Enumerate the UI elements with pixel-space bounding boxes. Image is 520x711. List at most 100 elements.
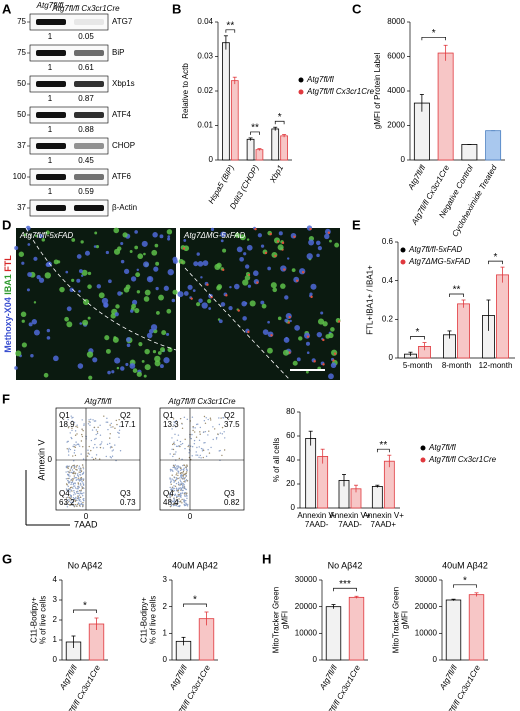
y-tick-label: 20 [286, 479, 295, 488]
event [199, 426, 202, 429]
event [181, 427, 184, 429]
cell [122, 232, 128, 238]
blot-band [36, 50, 66, 56]
event [73, 505, 75, 507]
event [73, 472, 75, 475]
event [69, 469, 71, 471]
cell [88, 375, 93, 380]
ftl-signal [288, 315, 291, 319]
event [68, 465, 70, 467]
event [73, 460, 75, 462]
legend-marker [400, 259, 406, 265]
event [175, 474, 177, 476]
event [81, 487, 84, 490]
cell [43, 372, 49, 378]
blot-band [74, 50, 104, 56]
event [87, 452, 89, 454]
cell [271, 251, 278, 258]
event [95, 429, 98, 431]
event [180, 488, 183, 491]
event [179, 492, 182, 495]
y-tick-label: 0 [163, 655, 168, 664]
event [209, 417, 212, 419]
event [79, 477, 82, 479]
event [170, 489, 173, 491]
blot-band [74, 143, 104, 149]
cell [80, 274, 84, 278]
event [82, 501, 84, 504]
x-tick-label: 12-month [479, 361, 513, 370]
significance-bracket [73, 609, 97, 613]
event [119, 450, 122, 452]
cell [143, 261, 150, 268]
event [76, 505, 78, 507]
event [83, 487, 85, 490]
cell [220, 231, 227, 238]
ftl-signal [322, 363, 325, 366]
cell [246, 238, 250, 241]
event [72, 482, 75, 485]
cell [197, 261, 204, 267]
x-tick-label: Cycloheximide Treated [450, 163, 499, 238]
event [180, 487, 182, 490]
cell [130, 276, 137, 282]
quadrant-name: Q2 [224, 411, 235, 420]
cell [59, 286, 65, 293]
cell [14, 246, 19, 251]
event [222, 417, 225, 419]
cell [229, 285, 232, 289]
event [77, 443, 80, 445]
x-tick-label: Xbp1 [268, 164, 286, 186]
event [175, 504, 177, 507]
event [95, 437, 97, 440]
cell [285, 312, 292, 320]
event [181, 502, 183, 504]
significance: * [432, 28, 436, 39]
event [65, 503, 67, 505]
event [82, 494, 84, 497]
cell [136, 290, 141, 294]
event [171, 443, 174, 446]
ftl-signal [254, 227, 257, 231]
event [186, 505, 189, 507]
y-tick-label: 1 [163, 628, 168, 637]
event [74, 465, 76, 467]
event [173, 487, 175, 490]
event [217, 433, 219, 435]
bar [317, 455, 329, 509]
event [101, 441, 103, 443]
event [201, 450, 204, 452]
event [171, 437, 173, 439]
event [173, 499, 176, 501]
event [73, 444, 75, 446]
event [118, 425, 121, 428]
event [186, 497, 188, 500]
protein-label: β-Actin [112, 203, 137, 212]
event [181, 498, 183, 501]
event [184, 494, 186, 497]
blot-band [74, 112, 104, 118]
cell [134, 245, 139, 250]
legend-label: Atg7ΔMG-5xFAD [408, 257, 470, 266]
marker-weight: 37 [17, 141, 26, 150]
cell [136, 268, 140, 272]
event [71, 503, 74, 505]
bar [246, 138, 255, 161]
cell [198, 298, 203, 303]
event [194, 427, 196, 429]
event [172, 448, 175, 451]
cell [114, 312, 119, 317]
event [177, 470, 179, 472]
cell [234, 232, 241, 238]
cell [31, 319, 38, 325]
event [77, 495, 79, 497]
panel-letter: B [172, 1, 181, 16]
panel-letter: G [2, 551, 12, 566]
event [89, 424, 91, 426]
event [83, 492, 85, 494]
event [77, 487, 79, 490]
cell [53, 259, 59, 265]
event [82, 472, 85, 475]
event [79, 471, 82, 474]
event [221, 433, 224, 435]
